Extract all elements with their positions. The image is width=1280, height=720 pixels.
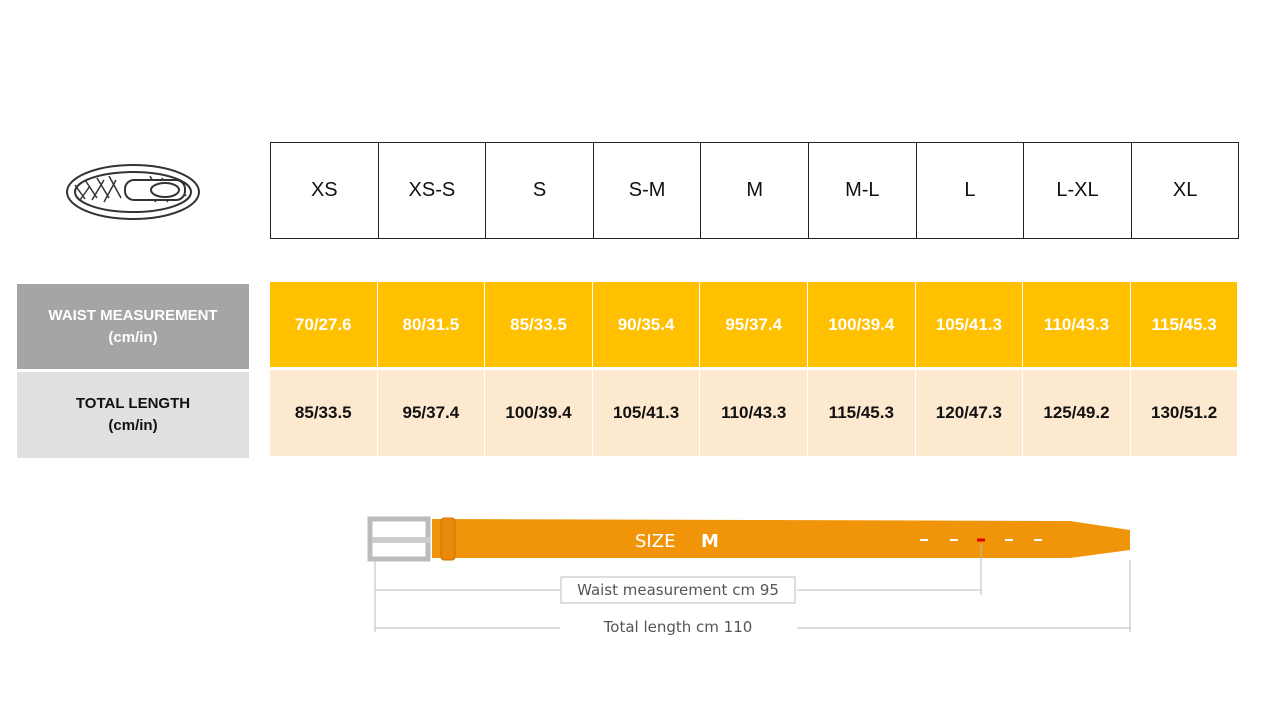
- row-header: WAIST MEASUREMENT (cm/in): [17, 284, 249, 369]
- dimension-lines: [374, 545, 1131, 632]
- row-label: TOTAL LENGTH: [75, 395, 191, 412]
- value-cell: 105/41.3: [915, 282, 1023, 367]
- value-cell: 130/51.2: [1130, 370, 1238, 456]
- value-cell: 95/37.4: [377, 370, 485, 456]
- belt: SIZE M: [367, 516, 1130, 562]
- value-cell: 110/43.3: [1023, 282, 1130, 367]
- value-cell: 105/41.3: [592, 370, 700, 456]
- row-unit: (cm/in): [108, 328, 158, 346]
- size-label: SIZE: [635, 531, 675, 552]
- size-header: XS-S: [377, 142, 487, 239]
- length-note: Total length cm 110: [603, 618, 753, 636]
- size-header: M-L: [808, 142, 917, 239]
- waist-note: Waist measurement cm 95: [577, 581, 779, 599]
- row-unit: (cm/in): [108, 417, 158, 434]
- value-cell: 85/33.5: [270, 370, 377, 456]
- value-cell: 90/35.4: [592, 282, 700, 367]
- row-header: TOTAL LENGTH (cm/in): [17, 372, 249, 458]
- value-cell: 85/33.5: [485, 282, 592, 367]
- value-cell: 115/45.3: [1130, 282, 1238, 367]
- value-cell: 100/39.4: [808, 282, 915, 367]
- value-cell: 120/47.3: [915, 370, 1023, 456]
- size-header: XS: [270, 142, 379, 239]
- size-header: XL: [1130, 142, 1240, 239]
- size-header: L: [915, 142, 1025, 239]
- size-value: M: [701, 531, 719, 552]
- value-cell: 70/27.6: [270, 282, 377, 367]
- value-cell: 80/31.5: [377, 282, 485, 367]
- value-cell: 95/37.4: [700, 282, 807, 367]
- value-cell: 110/43.3: [700, 370, 807, 456]
- braided-belt-icon: [66, 164, 200, 220]
- size-header: S: [485, 142, 594, 239]
- size-header: M: [700, 142, 809, 239]
- row-label: WAIST MEASUREMENT: [48, 306, 218, 324]
- size-header: L-XL: [1023, 142, 1132, 239]
- value-cell: 100/39.4: [485, 370, 592, 456]
- size-header: S-M: [592, 142, 702, 239]
- value-cell: 125/49.2: [1023, 370, 1130, 456]
- value-cell: 115/45.3: [808, 370, 915, 456]
